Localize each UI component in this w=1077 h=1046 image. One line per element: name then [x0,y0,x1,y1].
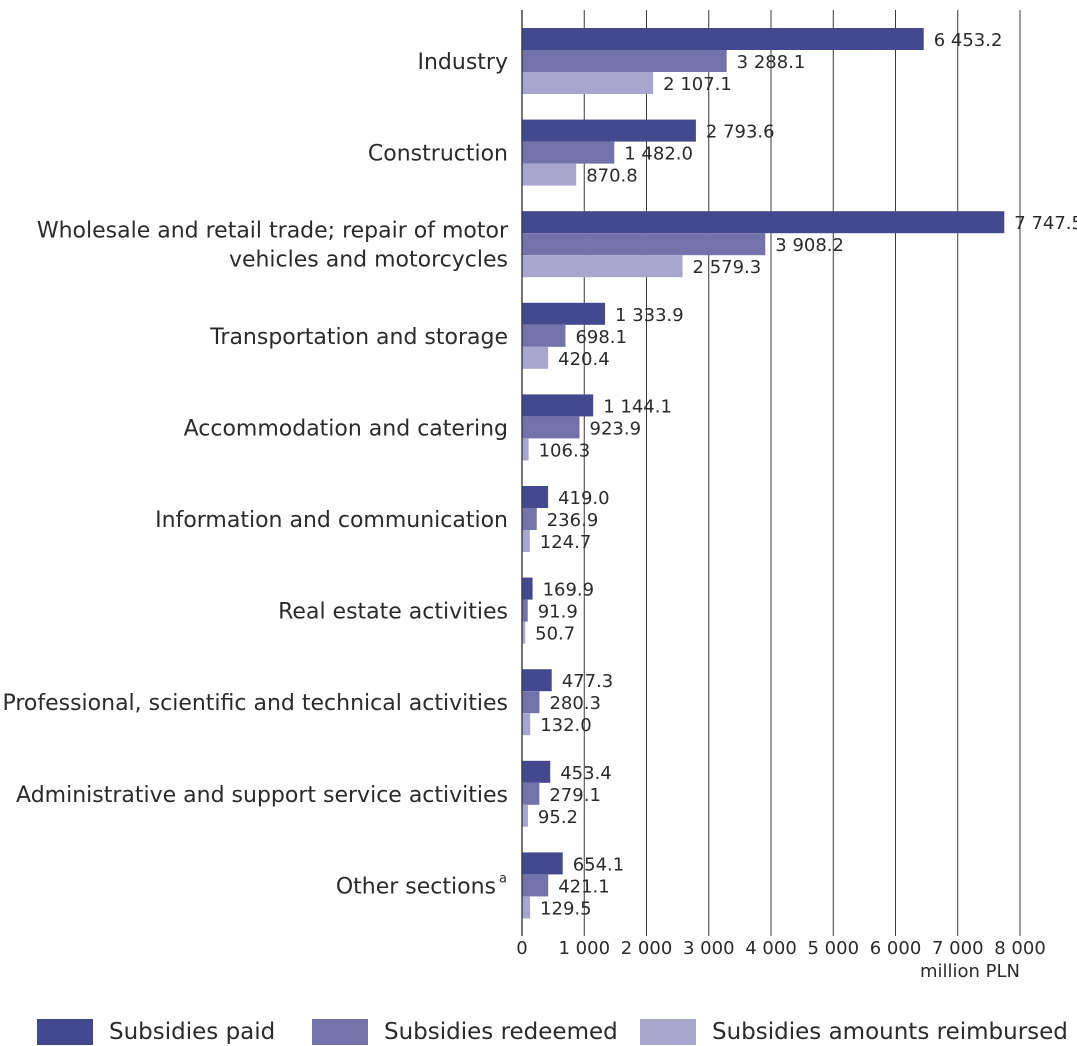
data-label: 923.9 [590,418,642,439]
category-label: Wholesale and retail trade; repair of mo… [37,219,509,244]
bar [522,50,727,72]
x-tick-label: 5 000 [807,938,859,959]
category-label: Construction [368,142,508,167]
category-label: Professional, scientific and technical a… [2,691,508,716]
legend-label-redeemed: Subsidies redeemed [384,1019,618,1045]
bar [522,211,1005,234]
x-tick-label: 2 000 [621,938,673,959]
value-labels: 6 453.2 3 288.12 107.1 2 793.6 1 482.0870.8… [535,30,1077,919]
bar [522,508,537,530]
category-label: Other sections [336,874,496,899]
bar [522,852,563,875]
bar [522,119,696,142]
x-tick-label: 4 000 [745,938,797,959]
data-label: 420.4 [558,349,610,370]
data-label: 129.5 [540,898,592,919]
bar [522,713,531,736]
data-label: 169.9 [543,580,595,601]
bar [522,577,533,600]
bar [522,416,580,439]
data-label: 1 144.1 [603,396,672,417]
bar [522,804,528,827]
category-label: Industry [418,50,509,75]
x-tick-label: 1 000 [558,938,610,959]
x-tick-label: 7 000 [932,938,984,959]
data-label: 2 107.1 [663,74,732,95]
bar [522,302,606,325]
bar [522,621,526,644]
bar [522,72,654,94]
data-label: 95.2 [538,807,578,828]
bar [522,691,540,714]
bar [522,324,566,347]
legend-item-reimbursed: Subsidies amounts reimbursed [640,1018,1068,1046]
category-footnote-marker: a [499,871,507,886]
bar [522,669,552,692]
gridlines [583,10,1021,936]
data-label: 280.3 [549,693,601,714]
data-label: 419.0 [558,488,610,509]
bar [522,141,615,164]
bar [522,486,549,508]
x-tick-label: 8 000 [994,938,1046,959]
category-label: Transportation and storage [209,325,508,350]
x-tick-label: 6 000 [870,938,922,959]
data-label: 3 288.1 [737,52,806,73]
data-label: 6 453.2 [934,30,1003,51]
bar [522,896,531,919]
data-label: 7 747.5 [1014,213,1077,234]
category-labels: Industry Construction Wholesale and retail… [2,50,508,899]
data-label: 1 333.9 [615,305,684,326]
data-label: 279.1 [549,785,601,806]
data-label: 654.1 [573,854,625,875]
legend-swatch-reimbursed [640,1019,696,1045]
data-label: 421.1 [558,876,610,897]
data-label: 132.0 [540,715,592,736]
data-label: 2 793.6 [706,122,775,143]
data-label: 236.9 [547,510,599,531]
bars [522,28,1005,919]
data-label: 870.8 [586,166,638,187]
legend-swatch-paid [37,1019,93,1045]
category-label: Real estate activities [278,600,508,625]
data-label: 106.3 [539,440,591,461]
bar [522,394,594,417]
data-label: 3 908.2 [775,235,844,256]
data-label: 50.7 [535,624,575,645]
legend-swatch-redeemed [312,1019,368,1045]
x-axis-ticks: 0 1 000 2 000 3 000 4 000 5 000 6 000 7 000 8 00… [516,938,1045,959]
data-label: 477.3 [562,671,614,692]
x-axis-title: million PLN [920,961,1020,982]
legend-item-paid: Subsidies paid [37,1018,275,1046]
category-label: Administrative and support service activ… [16,783,508,808]
data-label: 1 482.0 [624,144,693,165]
bar [522,530,530,552]
bar [522,163,577,186]
x-tick-label: 0 [516,938,527,959]
bar [522,346,549,369]
category-label: vehicles and motorcycles [229,248,508,273]
bar [522,438,529,461]
x-tick-label: 3 000 [683,938,735,959]
data-label: 2 579.3 [693,257,762,278]
bar [522,782,540,805]
data-label: 124.7 [540,532,592,553]
bar [522,233,766,256]
bar [522,255,683,278]
legend: Subsidies paid Subsidies redeemed Subsid… [0,1012,1077,1045]
category-label: Accommodation and catering [184,416,508,441]
legend-item-redeemed: Subsidies redeemed [312,1018,618,1046]
data-label: 453.4 [560,763,612,784]
category-label: Information and communication [155,508,508,533]
legend-label-paid: Subsidies paid [109,1019,276,1045]
data-label: 698.1 [575,327,627,348]
bar [522,760,551,783]
bar [522,599,528,622]
data-label: 91.9 [538,602,578,623]
bar [522,28,924,50]
bar [522,874,549,897]
legend-label-reimbursed: Subsidies amounts reimbursed [712,1019,1068,1045]
